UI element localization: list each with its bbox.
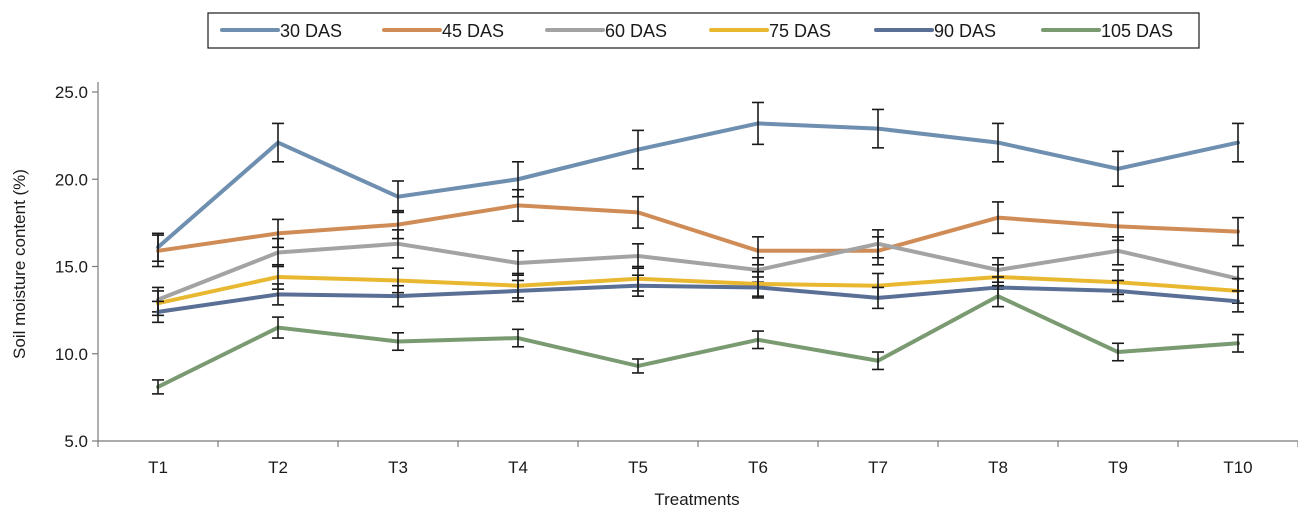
series-60-das (152, 229, 1244, 313)
y-tick-label: 5.0 (64, 432, 88, 451)
series-line (156, 203, 1240, 253)
y-tick-label: 20.0 (55, 170, 88, 189)
x-tick-label: T8 (988, 458, 1008, 477)
series-line (156, 241, 1240, 302)
y-tick-label: 25.0 (55, 83, 88, 102)
legend-label: 30 DAS (280, 21, 342, 41)
series-line (156, 121, 1240, 250)
x-tick-label: T9 (1108, 458, 1128, 477)
series-layer (152, 101, 1244, 395)
series-90-das (152, 274, 1244, 324)
x-tick-label: T2 (268, 458, 288, 477)
axes: 5.0 10.0 15.0 20.0 25.0 T1 T2 T3 T4 T5 T6 T7 T8 T9 T10 (55, 82, 1298, 477)
legend-label: 60 DAS (605, 21, 667, 41)
series-line (156, 294, 1240, 389)
y-tick-label: 15.0 (55, 258, 88, 277)
series-30-das (152, 101, 1244, 263)
x-axis-title: Treatments (654, 490, 739, 509)
legend-label: 45 DAS (442, 21, 504, 41)
x-tick-label: T5 (628, 458, 648, 477)
legend-frame (207, 12, 1200, 49)
legend-label: 75 DAS (769, 21, 831, 41)
x-tick-label: T1 (148, 458, 168, 477)
legend: 30 DAS 45 DAS 60 DAS 75 DAS 90 DAS 105 DAS (207, 12, 1200, 49)
legend-label: 105 DAS (1101, 21, 1173, 41)
x-tick-label: T6 (748, 458, 768, 477)
y-axis-title: Soil moisture content (%) (10, 169, 29, 359)
x-tick-label: T7 (868, 458, 888, 477)
x-tick-label: T3 (388, 458, 408, 477)
x-tick-label: T10 (1223, 458, 1252, 477)
x-tick-label: T4 (508, 458, 528, 477)
legend-label: 90 DAS (934, 21, 996, 41)
series-line (156, 283, 1240, 314)
series-105-das (152, 284, 1244, 395)
y-tick-label: 10.0 (55, 345, 88, 364)
series-line (156, 274, 1240, 306)
